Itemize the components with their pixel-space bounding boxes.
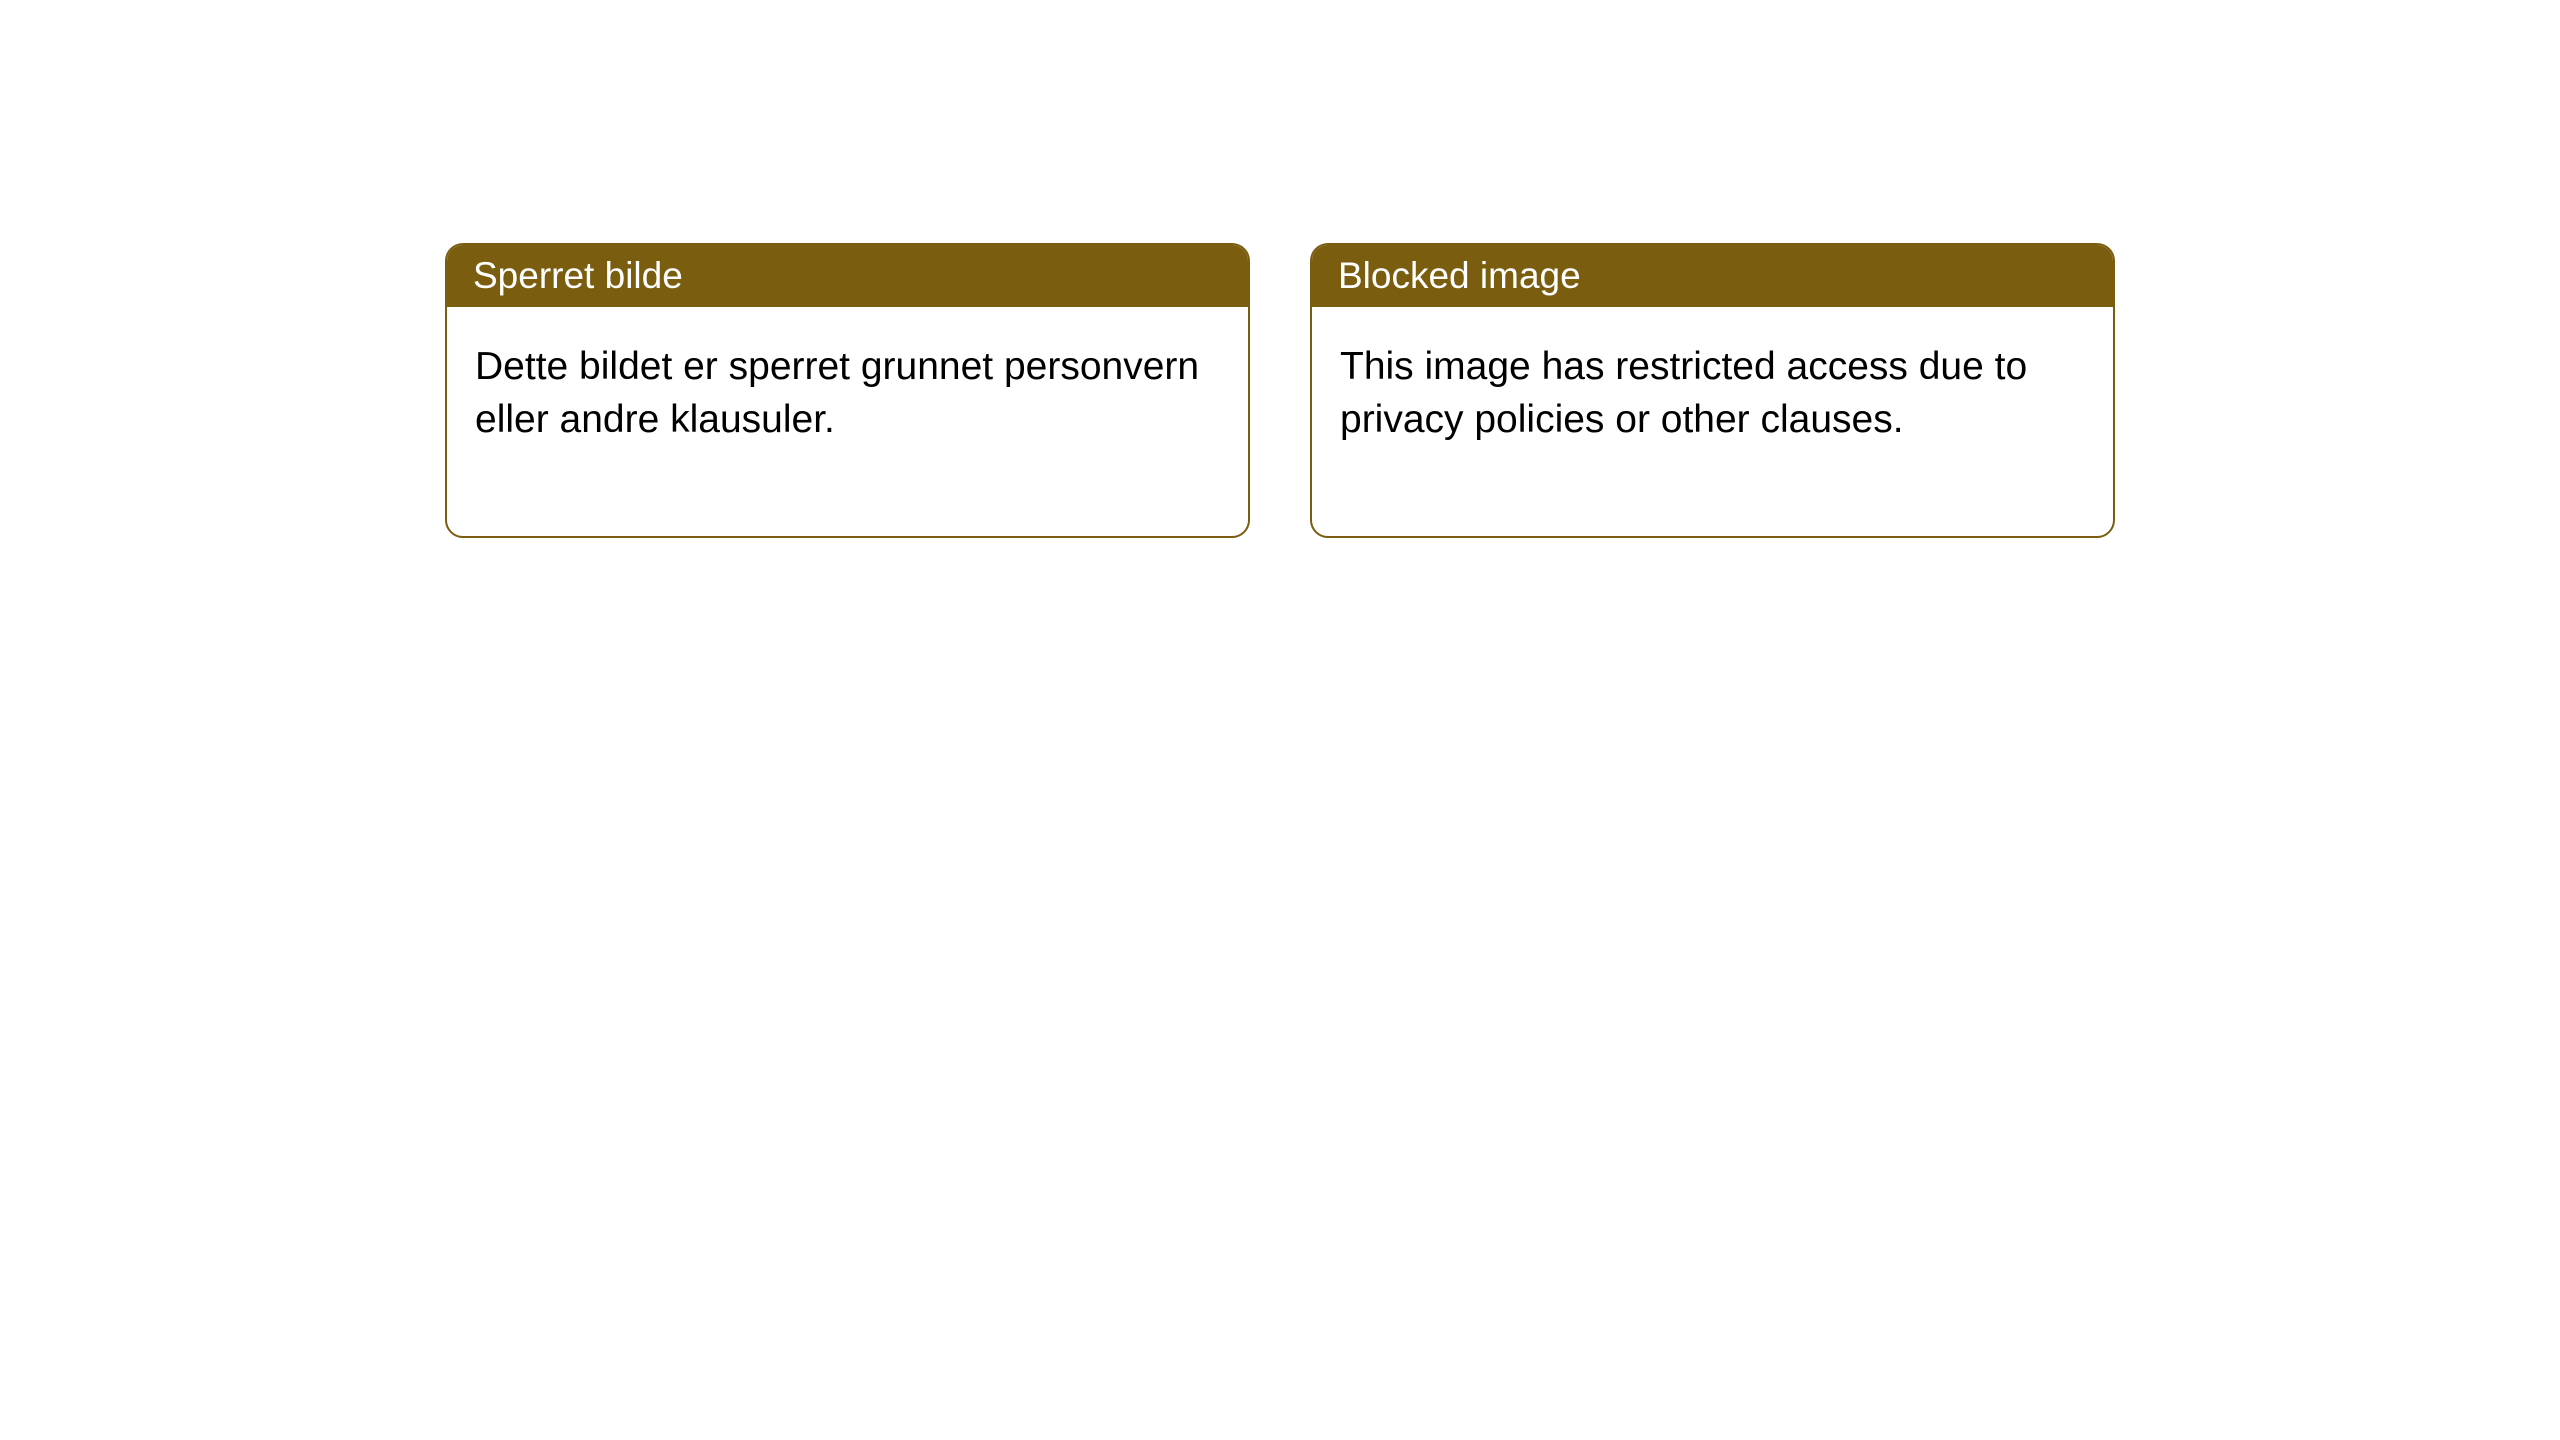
notice-cards-container: Sperret bilde Dette bildet er sperret gr… xyxy=(445,243,2115,538)
card-header: Blocked image xyxy=(1312,245,2113,307)
card-body-text: This image has restricted access due to … xyxy=(1340,345,2027,441)
card-body-text: Dette bildet er sperret grunnet personve… xyxy=(475,345,1199,441)
card-body: This image has restricted access due to … xyxy=(1312,307,2113,536)
card-header-title: Sperret bilde xyxy=(473,255,683,296)
card-header: Sperret bilde xyxy=(447,245,1248,307)
card-body: Dette bildet er sperret grunnet personve… xyxy=(447,307,1248,536)
notice-card-norwegian: Sperret bilde Dette bildet er sperret gr… xyxy=(445,243,1250,538)
notice-card-english: Blocked image This image has restricted … xyxy=(1310,243,2115,538)
card-header-title: Blocked image xyxy=(1338,255,1581,296)
